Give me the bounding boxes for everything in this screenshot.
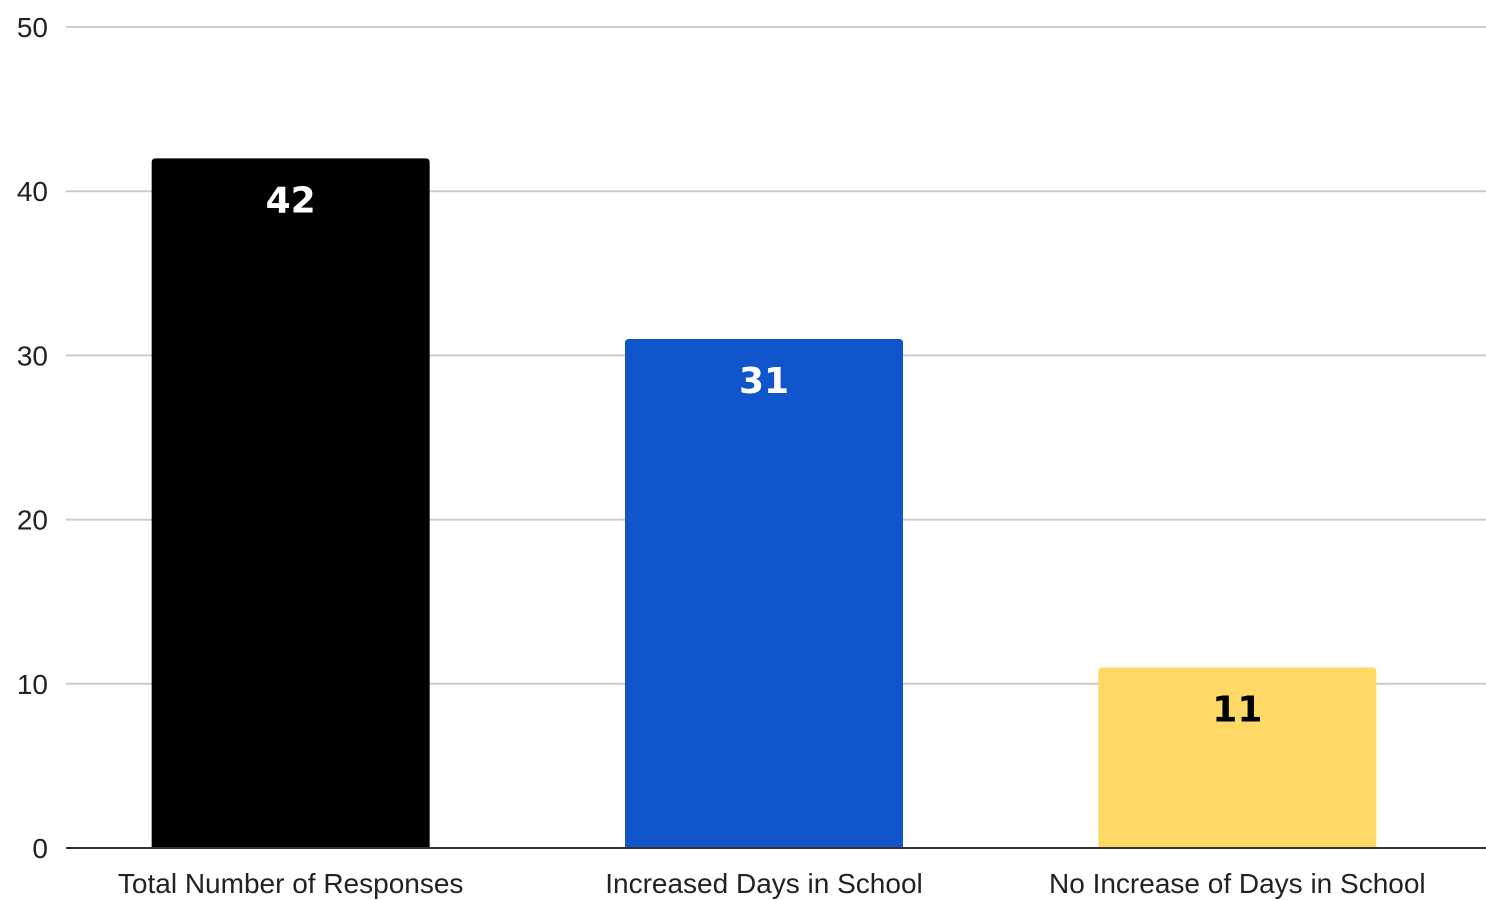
x-category-label: Total Number of Responses	[118, 868, 464, 899]
y-tick-label: 10	[17, 669, 48, 700]
x-axis-categories: Total Number of Responses Increased Days …	[118, 868, 1426, 899]
x-category-label: Increased Days in School	[605, 868, 923, 899]
y-tick-label: 40	[17, 176, 48, 207]
bar-2	[625, 338, 903, 848]
data-labels: 42 31 11	[266, 180, 1263, 730]
y-tick-label: 20	[17, 505, 48, 536]
bar-1	[151, 158, 430, 849]
x-category-label: No Increase of Days in School	[1049, 868, 1426, 899]
y-tick-label: 0	[32, 833, 48, 864]
bar-value-label: 31	[739, 361, 789, 402]
bars	[151, 158, 1377, 849]
bar-3	[1098, 667, 1377, 848]
y-tick-label: 30	[17, 340, 48, 371]
y-tick-label: 50	[17, 12, 48, 43]
bar-value-label: 42	[266, 180, 316, 221]
bar-value-label: 11	[1212, 689, 1262, 730]
y-axis-ticks: 0 10 20 30 40 50	[17, 12, 48, 864]
